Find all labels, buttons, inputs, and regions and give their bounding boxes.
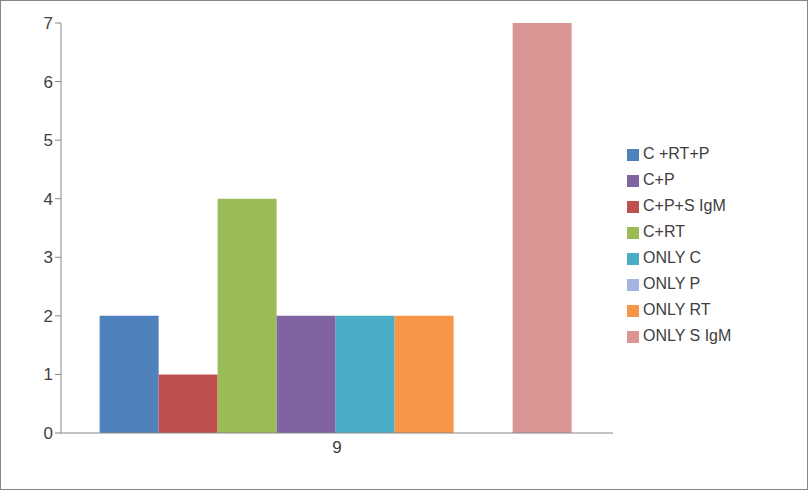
svg-text:1: 1 [44,365,53,384]
html-text:ONLY S IgM: ONLY S IgM [643,327,732,344]
svg-text:0: 0 [44,424,53,443]
svg-text:4: 4 [44,190,53,209]
svg-text:6: 6 [44,73,53,92]
html-text:ONLY P: ONLY P [643,275,701,292]
html-text:ONLY RT: ONLY RT [643,301,711,318]
html-text:ONLY C: ONLY C [643,249,702,266]
svg-text:3: 3 [44,248,53,267]
svg-text:7: 7 [44,14,53,33]
svg-text:2: 2 [44,307,53,326]
html-text:C +RT+P: C +RT+P [643,145,710,162]
svg-text:5: 5 [44,131,53,150]
html-text:C+RT: C+RT [643,223,685,240]
html-text:C+P+S IgM: C+P+S IgM [643,197,726,214]
svg-text:9: 9 [332,438,341,457]
html-text:C+P: C+P [643,171,675,188]
